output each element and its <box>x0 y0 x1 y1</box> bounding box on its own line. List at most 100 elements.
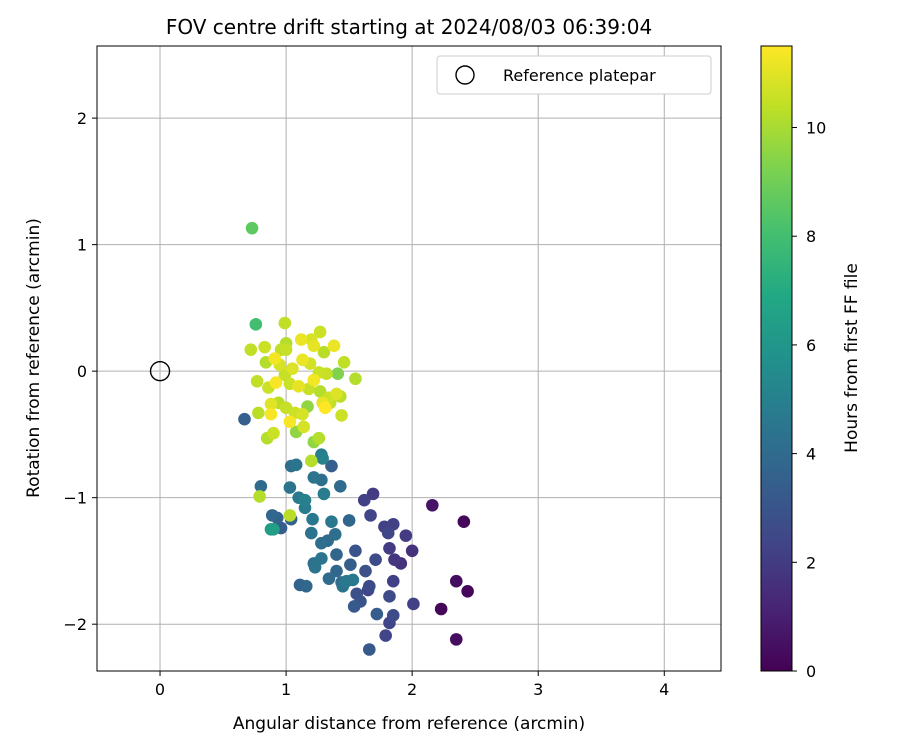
x-axis-ticks: 0 1 2 3 4 <box>155 671 669 699</box>
plot-frame <box>96 45 722 672</box>
data-point <box>388 553 401 566</box>
data-point <box>264 407 278 421</box>
y-tick-label: −1 <box>63 489 87 508</box>
legend: Reference platepar <box>436 55 712 95</box>
data-point <box>434 602 448 616</box>
data-point <box>294 333 308 346</box>
data-point <box>315 536 328 550</box>
legend-marker-icon <box>455 65 475 85</box>
data-point <box>307 471 321 484</box>
data-point <box>317 487 331 501</box>
grid-lines <box>97 46 721 671</box>
data-point <box>289 458 303 472</box>
data-point <box>359 564 372 578</box>
data-point <box>265 509 279 522</box>
colorbar-tick-label: 10 <box>806 119 826 138</box>
data-point <box>369 553 382 566</box>
data-point <box>299 579 313 593</box>
data-point <box>449 574 463 588</box>
data-point <box>379 629 392 642</box>
data-point <box>383 590 396 603</box>
data-point <box>349 372 362 386</box>
data-point <box>268 352 282 365</box>
data-point <box>249 318 263 331</box>
data-point <box>333 479 347 493</box>
colorbar: 0 2 4 6 8 10 Hours from first FF file <box>760 45 862 681</box>
data-point <box>315 552 328 565</box>
data-point <box>267 426 280 440</box>
data-point <box>305 526 318 540</box>
data-point <box>335 409 348 422</box>
data-point <box>449 633 463 646</box>
data-point <box>316 452 329 465</box>
data-point <box>313 385 327 398</box>
legend-entry-label: Reference platepar <box>503 66 656 85</box>
data-point <box>386 574 400 588</box>
data-point <box>426 498 439 512</box>
y-axis-ticks: −2 −1 0 1 2 <box>63 109 97 634</box>
y-tick-label: 1 <box>77 236 87 255</box>
data-point <box>346 573 360 587</box>
y-tick-label: 2 <box>77 109 87 128</box>
data-point <box>342 514 356 527</box>
data-point <box>264 397 278 411</box>
data-point <box>457 515 471 529</box>
x-tick-label: 3 <box>533 680 543 699</box>
legend-box <box>436 55 712 95</box>
x-tick-label: 4 <box>659 680 669 699</box>
x-tick-label: 2 <box>407 680 417 699</box>
data-point <box>286 362 299 375</box>
data-point <box>317 345 331 359</box>
data-point <box>283 415 297 429</box>
colorbar-label: Hours from first FF file <box>842 263 862 453</box>
x-tick-label: 0 <box>155 680 165 699</box>
data-point <box>283 481 297 494</box>
colorbar-tick-label: 6 <box>806 336 816 355</box>
data-point <box>238 412 251 426</box>
data-point <box>278 316 292 330</box>
y-tick-label: 0 <box>77 362 87 381</box>
colorbar-tick-label: 4 <box>806 445 816 464</box>
data-point <box>328 528 342 541</box>
data-point <box>305 454 318 468</box>
data-point <box>307 373 321 387</box>
colorbar-ticks: 0 2 4 6 8 10 <box>792 119 826 681</box>
data-point <box>461 584 474 598</box>
colorbar-tick-label: 0 <box>806 662 816 681</box>
data-point <box>370 607 384 621</box>
data-point <box>337 355 351 369</box>
data-point <box>357 493 371 507</box>
data-point <box>362 579 376 593</box>
data-point <box>258 340 271 354</box>
data-point <box>386 609 400 622</box>
data-point <box>254 479 268 493</box>
data-point <box>306 512 319 526</box>
y-axis-label: Rotation from reference (arcmin) <box>24 218 44 498</box>
data-points <box>238 221 474 656</box>
data-point <box>325 515 338 529</box>
data-point <box>253 490 266 503</box>
data-point <box>318 401 332 415</box>
data-point <box>405 544 419 558</box>
data-point <box>327 339 341 353</box>
data-point <box>292 380 305 393</box>
data-point <box>307 339 321 353</box>
data-point <box>313 325 327 339</box>
data-point <box>298 493 312 507</box>
x-tick-label: 1 <box>281 680 291 699</box>
colorbar-tick-label: 2 <box>806 553 816 572</box>
data-point <box>364 509 377 522</box>
reference-marker <box>149 360 171 382</box>
data-point <box>252 406 265 420</box>
data-point <box>330 548 343 561</box>
data-point <box>383 541 396 555</box>
data-point <box>244 343 258 356</box>
data-point <box>279 343 293 356</box>
data-point <box>312 431 326 445</box>
data-point <box>349 544 362 558</box>
data-point <box>330 387 343 401</box>
reference-platepar-marker <box>149 360 171 382</box>
data-point <box>283 509 297 522</box>
data-point <box>399 529 413 542</box>
